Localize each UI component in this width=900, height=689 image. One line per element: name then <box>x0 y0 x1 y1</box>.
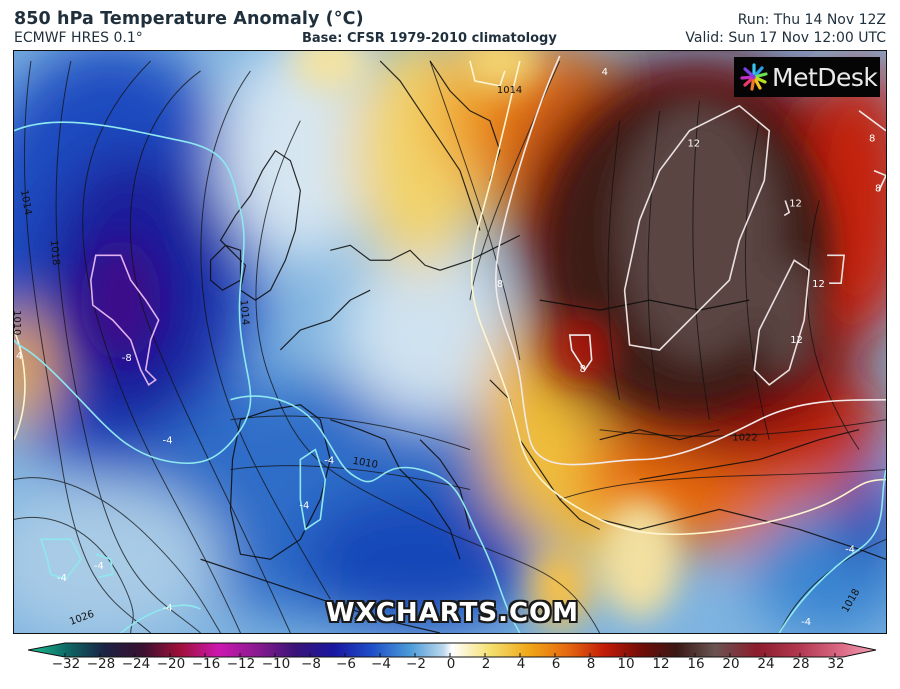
tick-label: 10 <box>617 656 635 672</box>
svg-text:-4: -4 <box>801 617 811 628</box>
svg-text:-4: -4 <box>163 436 173 447</box>
tick-label: 2 <box>481 656 491 672</box>
svg-text:-4: -4 <box>94 561 104 572</box>
svg-text:-4: -4 <box>57 573 67 584</box>
svg-text:8: 8 <box>580 364 586 375</box>
svg-text:-4: -4 <box>845 544 855 555</box>
svg-text:12: 12 <box>687 139 700 150</box>
tick-label: 20 <box>722 656 740 672</box>
tick-label: 16 <box>687 656 705 672</box>
tick-label: 12 <box>652 656 670 672</box>
svg-text:12: 12 <box>789 198 802 209</box>
tick-label: −24 <box>121 656 151 672</box>
anomaly-map: 12 12 12 12 8 8 8 8 -8 -4 -4 -4 -4 -4 -4… <box>13 50 887 634</box>
svg-text:8: 8 <box>875 184 881 195</box>
tick-label: −16 <box>191 656 221 672</box>
tick-label: −8 <box>301 656 321 672</box>
tick-label: 28 <box>792 656 810 672</box>
svg-text:1022: 1022 <box>732 433 757 444</box>
tick-label: −32 <box>51 656 81 672</box>
wxcharts-watermark: WXCHARTS.COM <box>326 598 580 628</box>
model-label: ECMWF HRES 0.1° <box>14 30 143 46</box>
svg-text:4: 4 <box>16 351 22 362</box>
metdesk-logo: MetDesk <box>734 57 880 97</box>
svg-text:1010: 1010 <box>352 456 379 471</box>
tick-label: −6 <box>336 656 356 672</box>
svg-text:12: 12 <box>812 279 825 290</box>
svg-text:8: 8 <box>497 279 503 290</box>
svg-text:-4: -4 <box>324 456 334 467</box>
svg-text:1018: 1018 <box>48 240 61 266</box>
svg-text:-4: -4 <box>163 603 173 614</box>
chart-title: 850 hPa Temperature Anomaly (°C) <box>14 9 364 29</box>
svg-text:4: 4 <box>602 67 608 78</box>
tick-label: −12 <box>226 656 256 672</box>
svg-text:1014: 1014 <box>237 299 250 325</box>
tick-label: −28 <box>86 656 116 672</box>
colorbar-gradient <box>28 642 877 658</box>
metdesk-starburst-icon <box>740 63 768 91</box>
svg-text:8: 8 <box>869 134 875 145</box>
valid-time-label: Valid: Sun 17 Nov 12:00 UTC <box>685 30 886 46</box>
tick-label: 0 <box>446 656 456 672</box>
tick-label: 32 <box>827 656 845 672</box>
svg-text:1010: 1010 <box>14 310 22 335</box>
tick-label: 4 <box>516 656 526 672</box>
svg-text:12: 12 <box>790 335 803 346</box>
svg-text:1014: 1014 <box>497 85 522 96</box>
metdesk-logo-text: MetDesk <box>772 62 878 92</box>
svg-text:-4: -4 <box>299 500 309 511</box>
svg-text:-8: -8 <box>122 353 132 364</box>
colorbar-tick-labels: −32 −28 −24 −20 −16 −12 −10 −8 −6 −4 −2 … <box>0 656 900 678</box>
tick-label: 8 <box>586 656 596 672</box>
colorbar <box>28 640 878 660</box>
tick-label: −2 <box>406 656 426 672</box>
tick-label: −20 <box>156 656 186 672</box>
climatology-base-label: Base: CFSR 1979-2010 climatology <box>302 31 557 46</box>
tick-label: 24 <box>757 656 775 672</box>
temperature-anomaly-field: 12 12 12 12 8 8 8 8 -8 -4 -4 -4 -4 -4 -4… <box>14 51 886 633</box>
tick-label: −4 <box>371 656 391 672</box>
svg-text:1014: 1014 <box>18 189 33 216</box>
run-time-label: Run: Thu 14 Nov 12Z <box>737 12 886 28</box>
tick-label: 6 <box>551 656 561 672</box>
tick-label: −10 <box>261 656 291 672</box>
